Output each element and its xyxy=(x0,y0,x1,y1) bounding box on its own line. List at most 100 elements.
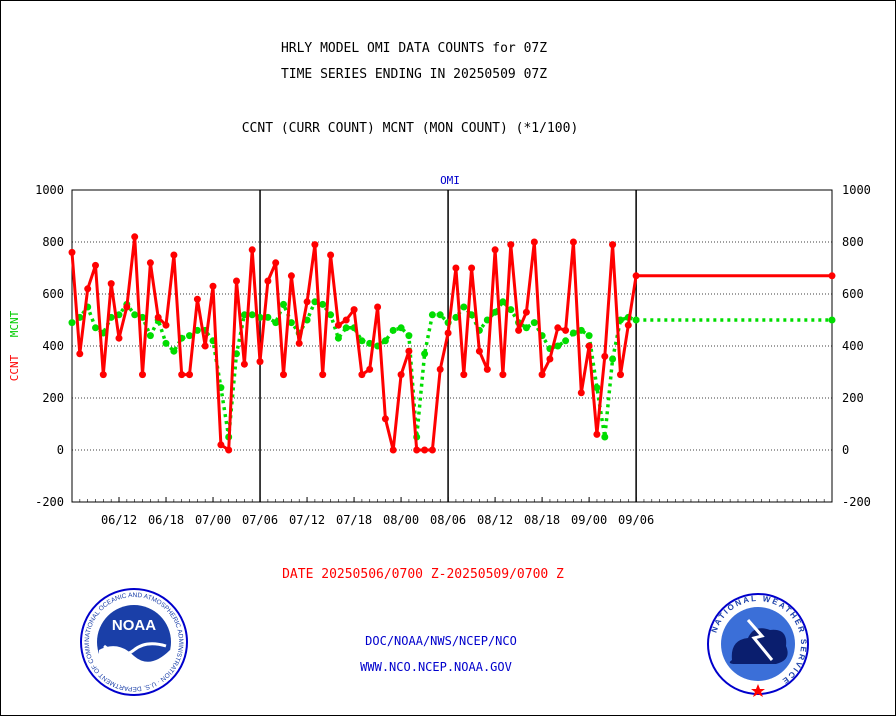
data-point-ccnt xyxy=(280,371,287,379)
data-point-ccnt xyxy=(334,321,342,329)
data-point-mcnt xyxy=(381,337,389,345)
data-point-ccnt xyxy=(624,321,632,329)
data-point-ccnt xyxy=(115,334,123,342)
data-point-mcnt xyxy=(248,311,256,319)
x-tick-label: 07/06 xyxy=(242,513,278,527)
data-point-ccnt xyxy=(609,241,617,249)
data-point-ccnt xyxy=(475,347,483,355)
x-tick-label: 06/12 xyxy=(101,513,137,527)
data-point-mcnt xyxy=(828,316,836,324)
data-point-ccnt xyxy=(585,342,593,350)
x-tick-label: 08/00 xyxy=(383,513,419,527)
data-point-mcnt xyxy=(405,332,413,340)
data-point-mcnt xyxy=(562,337,570,345)
ylabel-mcnt: MCNT xyxy=(8,310,21,337)
data-point-ccnt xyxy=(170,251,178,259)
data-point-ccnt xyxy=(139,371,146,379)
data-point-ccnt xyxy=(546,355,554,363)
data-point-ccnt xyxy=(233,277,240,285)
data-point-ccnt xyxy=(405,347,413,355)
data-point-ccnt xyxy=(452,264,460,272)
data-point-mcnt xyxy=(342,324,350,332)
y-tick-label-right: 400 xyxy=(842,339,864,353)
data-point-ccnt xyxy=(522,308,530,316)
data-point-mcnt xyxy=(569,329,577,337)
data-point-mcnt xyxy=(507,306,515,314)
data-point-ccnt xyxy=(499,371,507,379)
data-point-ccnt xyxy=(350,306,358,314)
data-point-ccnt xyxy=(186,371,193,379)
x-tick-label: 08/18 xyxy=(524,513,560,527)
data-point-mcnt xyxy=(280,300,287,308)
noaa-logo-text: NOAA xyxy=(112,617,156,634)
data-point-ccnt xyxy=(593,430,601,438)
y-tick-label-left: 800 xyxy=(42,235,64,249)
data-point-ccnt xyxy=(311,241,319,249)
data-point-ccnt xyxy=(444,329,452,337)
data-point-ccnt xyxy=(327,251,335,259)
data-point-ccnt xyxy=(397,371,405,379)
website: WWW.NCO.NCEP.NOAA.GOV xyxy=(360,660,512,674)
data-point-mcnt xyxy=(319,300,327,308)
y-tick-label-right: 800 xyxy=(842,235,864,249)
data-point-mcnt xyxy=(609,355,617,363)
data-point-mcnt xyxy=(593,384,601,392)
y-tick-label-left: 600 xyxy=(42,287,64,301)
data-point-ccnt xyxy=(76,350,84,358)
x-tick-label: 08/12 xyxy=(477,513,513,527)
data-point-ccnt xyxy=(828,272,836,280)
x-tick-label: 09/06 xyxy=(618,513,654,527)
panel-label: OMI xyxy=(440,174,460,187)
data-point-mcnt xyxy=(460,303,468,311)
data-point-ccnt xyxy=(264,277,272,285)
data-point-ccnt xyxy=(295,339,303,347)
data-point-ccnt xyxy=(217,441,225,449)
x-tick-label: 07/18 xyxy=(336,513,372,527)
data-point-mcnt xyxy=(397,324,405,332)
data-point-mcnt xyxy=(468,311,476,319)
y-tick-label-left: 0 xyxy=(57,443,64,457)
data-point-mcnt xyxy=(272,319,280,327)
data-point-ccnt xyxy=(617,371,624,379)
data-point-mcnt xyxy=(436,311,444,319)
data-point-ccnt xyxy=(319,371,327,379)
data-point-ccnt xyxy=(483,365,491,373)
series-line-mcnt xyxy=(71,300,832,439)
data-point-mcnt xyxy=(522,324,530,332)
data-point-mcnt xyxy=(389,326,397,334)
nws-logo: NATIONAL WEATHER SERVICE xyxy=(707,593,809,697)
chart-title-line1: HRLY MODEL OMI DATA COUNTS for 07Z xyxy=(281,41,547,56)
data-point-ccnt xyxy=(92,261,99,269)
data-point-mcnt xyxy=(452,313,460,321)
data-point-mcnt xyxy=(264,313,272,321)
data-point-ccnt xyxy=(272,259,280,267)
data-point-ccnt xyxy=(491,246,499,254)
data-point-mcnt xyxy=(287,319,295,327)
data-point-ccnt xyxy=(123,303,131,311)
data-point-ccnt xyxy=(507,241,515,249)
x-tick-label: 07/00 xyxy=(195,513,231,527)
y-tick-label-left: 400 xyxy=(42,339,64,353)
data-point-ccnt xyxy=(201,342,209,350)
ylabel-ccnt: CCNT xyxy=(8,354,21,381)
data-point-ccnt xyxy=(538,371,546,379)
data-point-mcnt xyxy=(499,298,507,306)
data-point-ccnt xyxy=(256,358,264,366)
data-point-ccnt xyxy=(577,389,585,397)
data-point-ccnt xyxy=(303,298,311,306)
data-point-ccnt xyxy=(601,352,609,360)
data-point-mcnt xyxy=(233,350,240,358)
data-point-ccnt xyxy=(460,371,468,379)
data-point-mcnt xyxy=(491,308,499,316)
data-point-ccnt xyxy=(381,415,389,423)
data-point-ccnt xyxy=(421,446,429,454)
x-tick-label: 07/12 xyxy=(289,513,325,527)
data-point-ccnt xyxy=(562,326,570,334)
series-line-ccnt xyxy=(70,235,832,452)
data-point-ccnt xyxy=(68,248,76,256)
data-point-mcnt xyxy=(530,319,538,327)
x-tick-label: 08/06 xyxy=(430,513,466,527)
data-point-mcnt xyxy=(428,311,436,319)
data-point-mcnt xyxy=(334,334,342,342)
data-point-ccnt xyxy=(193,295,201,303)
